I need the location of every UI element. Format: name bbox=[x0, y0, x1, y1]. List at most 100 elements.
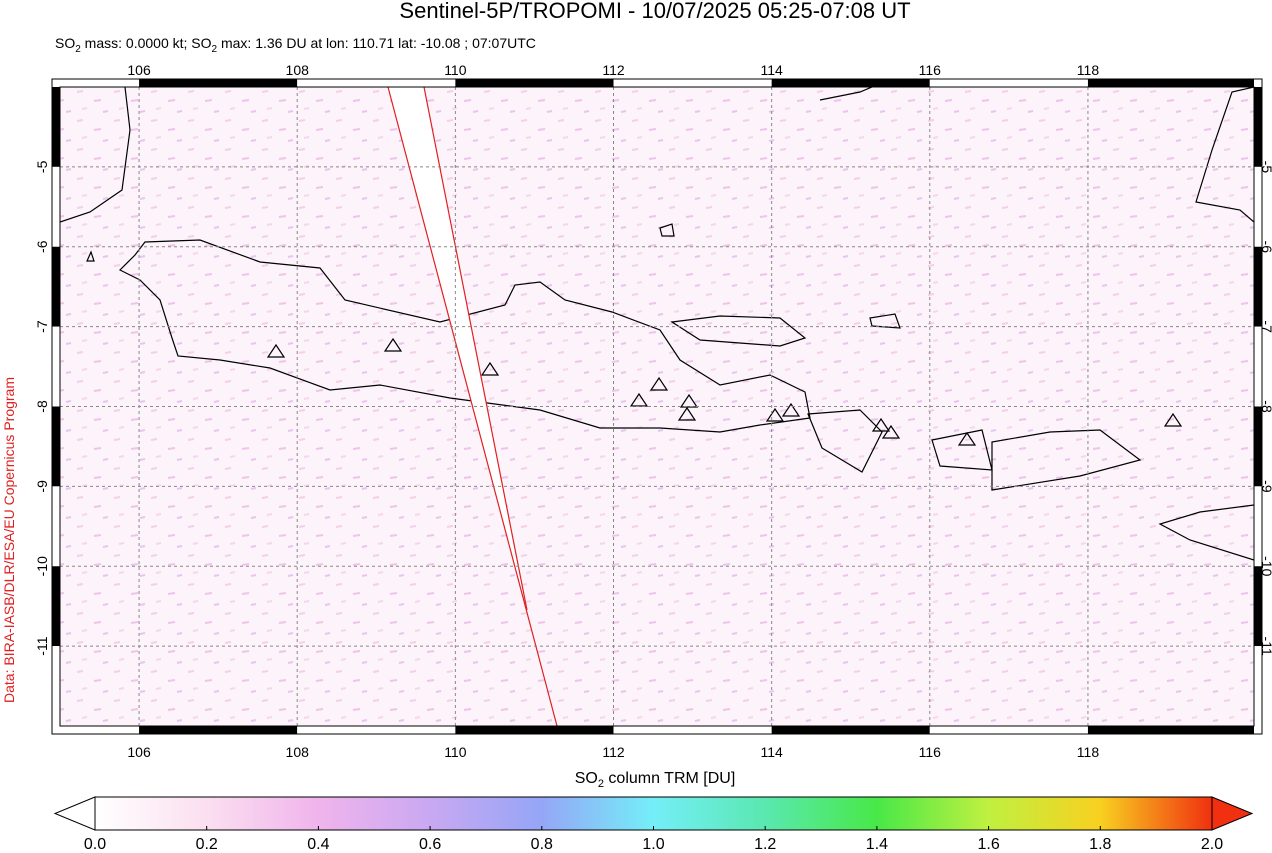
x-tick-label-bottom: 112 bbox=[602, 744, 625, 760]
frame bbox=[51, 78, 1263, 735]
x-tick-label-top: 116 bbox=[919, 62, 942, 78]
frame-band bbox=[52, 87, 60, 167]
colorbar-tick-label: 0.6 bbox=[419, 836, 441, 853]
y-tick-label-right: -11 bbox=[1259, 637, 1272, 656]
x-tick-label-top: 108 bbox=[286, 62, 310, 78]
x-tick-label-bottom: 106 bbox=[127, 744, 151, 760]
y-tick-label-left: -9 bbox=[34, 480, 50, 493]
x-tick-label-top: 110 bbox=[444, 62, 467, 78]
subtitle: SO2 mass: 0.0000 kt; SO2 max: 1.36 DU at… bbox=[55, 35, 536, 55]
coastline-sumatra bbox=[60, 87, 131, 223]
x-tick-label-bottom: 118 bbox=[1077, 744, 1100, 760]
colorbar-tick-label: 1.0 bbox=[642, 836, 664, 853]
frame-band bbox=[613, 726, 772, 734]
colorbar-under-arrow bbox=[53, 796, 96, 831]
frame-band bbox=[139, 726, 298, 734]
frame-band bbox=[1254, 166, 1262, 247]
colorbar-tick-label: 1.4 bbox=[866, 836, 888, 853]
x-tick-label-top: 114 bbox=[760, 62, 783, 78]
x-tick-label-top: 118 bbox=[1077, 62, 1100, 78]
frame-band bbox=[60, 726, 140, 734]
frame-band bbox=[1254, 246, 1262, 327]
frame-band bbox=[52, 486, 60, 567]
colorbar-label-part: SO bbox=[575, 770, 598, 787]
colorbar-over-arrow bbox=[1211, 796, 1254, 831]
colorbar-tick-label: 1.2 bbox=[754, 836, 776, 853]
frame-band bbox=[771, 79, 930, 87]
y-tick-label-right: -8 bbox=[1259, 400, 1272, 413]
subtitle-part: max: 1.36 DU at lon: 110.71 lat: -10.08 … bbox=[217, 35, 536, 51]
subtitle-part: SO bbox=[55, 35, 75, 51]
map-border bbox=[59, 86, 1255, 727]
colorbar-gradient bbox=[94, 796, 1213, 831]
frame-band bbox=[1254, 486, 1262, 567]
y-tick-label-left: -11 bbox=[34, 636, 50, 655]
y-tick-label-left: -6 bbox=[34, 240, 50, 253]
frame-band bbox=[455, 726, 614, 734]
y-tick-label-right: -10 bbox=[1259, 556, 1272, 576]
x-tick-label-top: 106 bbox=[127, 62, 151, 78]
colorbar-label-part: column TRM [DU] bbox=[604, 770, 735, 787]
frame-band bbox=[929, 726, 1088, 734]
frame-band bbox=[139, 79, 298, 87]
y-tick-label-left: -8 bbox=[34, 400, 50, 413]
coastline-sulawesi bbox=[1195, 87, 1254, 223]
subtitle-sub: 2 bbox=[212, 44, 218, 55]
colorbar-label: SO2 column TRM [DU] bbox=[575, 770, 736, 790]
colorbar-label-sub: 2 bbox=[598, 778, 604, 790]
y-tick-label-left: -7 bbox=[34, 320, 50, 333]
colorbar-tick-label: 0.4 bbox=[307, 836, 329, 853]
frame-band bbox=[1254, 646, 1262, 726]
coastline-madura bbox=[670, 315, 807, 347]
swath-edge bbox=[387, 86, 558, 727]
y-tick-label-right: -5 bbox=[1259, 161, 1272, 174]
colorbar-tick-label: 2.0 bbox=[1201, 836, 1223, 853]
coastline-java bbox=[118, 239, 811, 433]
frame-band bbox=[52, 166, 60, 247]
frame-band bbox=[52, 326, 60, 407]
volcanoes bbox=[86, 250, 1183, 446]
frame-band bbox=[455, 79, 614, 87]
y-tick-label-right: -9 bbox=[1259, 480, 1272, 493]
frame-band bbox=[52, 246, 60, 327]
coastline-sumba bbox=[1158, 504, 1254, 561]
frame-band bbox=[60, 79, 140, 87]
coastline-bali bbox=[807, 409, 883, 473]
colorbar-tick-label: 1.8 bbox=[1089, 836, 1111, 853]
frame-band bbox=[297, 79, 456, 87]
colorbar-tick-label: 1.6 bbox=[977, 836, 999, 853]
frame-band bbox=[1254, 87, 1262, 167]
frame-band bbox=[771, 726, 930, 734]
credit: Data: BIRA-IASB/DLR/ESA/EU Copernicus Pr… bbox=[1, 377, 17, 703]
x-tick-label-bottom: 108 bbox=[286, 744, 310, 760]
frame-band bbox=[1087, 79, 1254, 87]
frame-band bbox=[52, 646, 60, 726]
colorbar-tick-label: 0.8 bbox=[531, 836, 553, 853]
frame-band bbox=[297, 726, 456, 734]
coastline-islet bbox=[659, 223, 675, 237]
frame-band bbox=[929, 79, 1088, 87]
x-tick-label-top: 112 bbox=[602, 62, 625, 78]
coastlines bbox=[60, 87, 1254, 561]
swath-edge bbox=[423, 86, 528, 611]
frame-band bbox=[52, 566, 60, 647]
colorbar-tick-label: 0.0 bbox=[84, 836, 106, 853]
colorbar-tick-label: 0.2 bbox=[196, 836, 218, 853]
y-tick-label-left: -10 bbox=[34, 556, 50, 576]
map bbox=[60, 86, 1254, 727]
x-tick-label-bottom: 110 bbox=[444, 744, 467, 760]
volcano-markers bbox=[86, 250, 1183, 446]
subtitle-sub: 2 bbox=[75, 44, 81, 55]
frame-band bbox=[52, 406, 60, 487]
frame-band bbox=[1087, 726, 1254, 734]
subtitle-part: mass: 0.0000 kt; SO bbox=[81, 35, 212, 51]
y-tick-label-left: -5 bbox=[34, 160, 50, 173]
frame-band bbox=[1254, 566, 1262, 647]
x-tick-label-bottom: 116 bbox=[919, 744, 942, 760]
title: Sentinel-5P/TROPOMI - 10/07/2025 05:25-0… bbox=[399, 0, 910, 23]
y-tick-label-right: -7 bbox=[1259, 320, 1272, 333]
coastline-islet bbox=[869, 313, 901, 329]
frame-band bbox=[1254, 406, 1262, 487]
x-tick-label-bottom: 114 bbox=[760, 744, 783, 760]
